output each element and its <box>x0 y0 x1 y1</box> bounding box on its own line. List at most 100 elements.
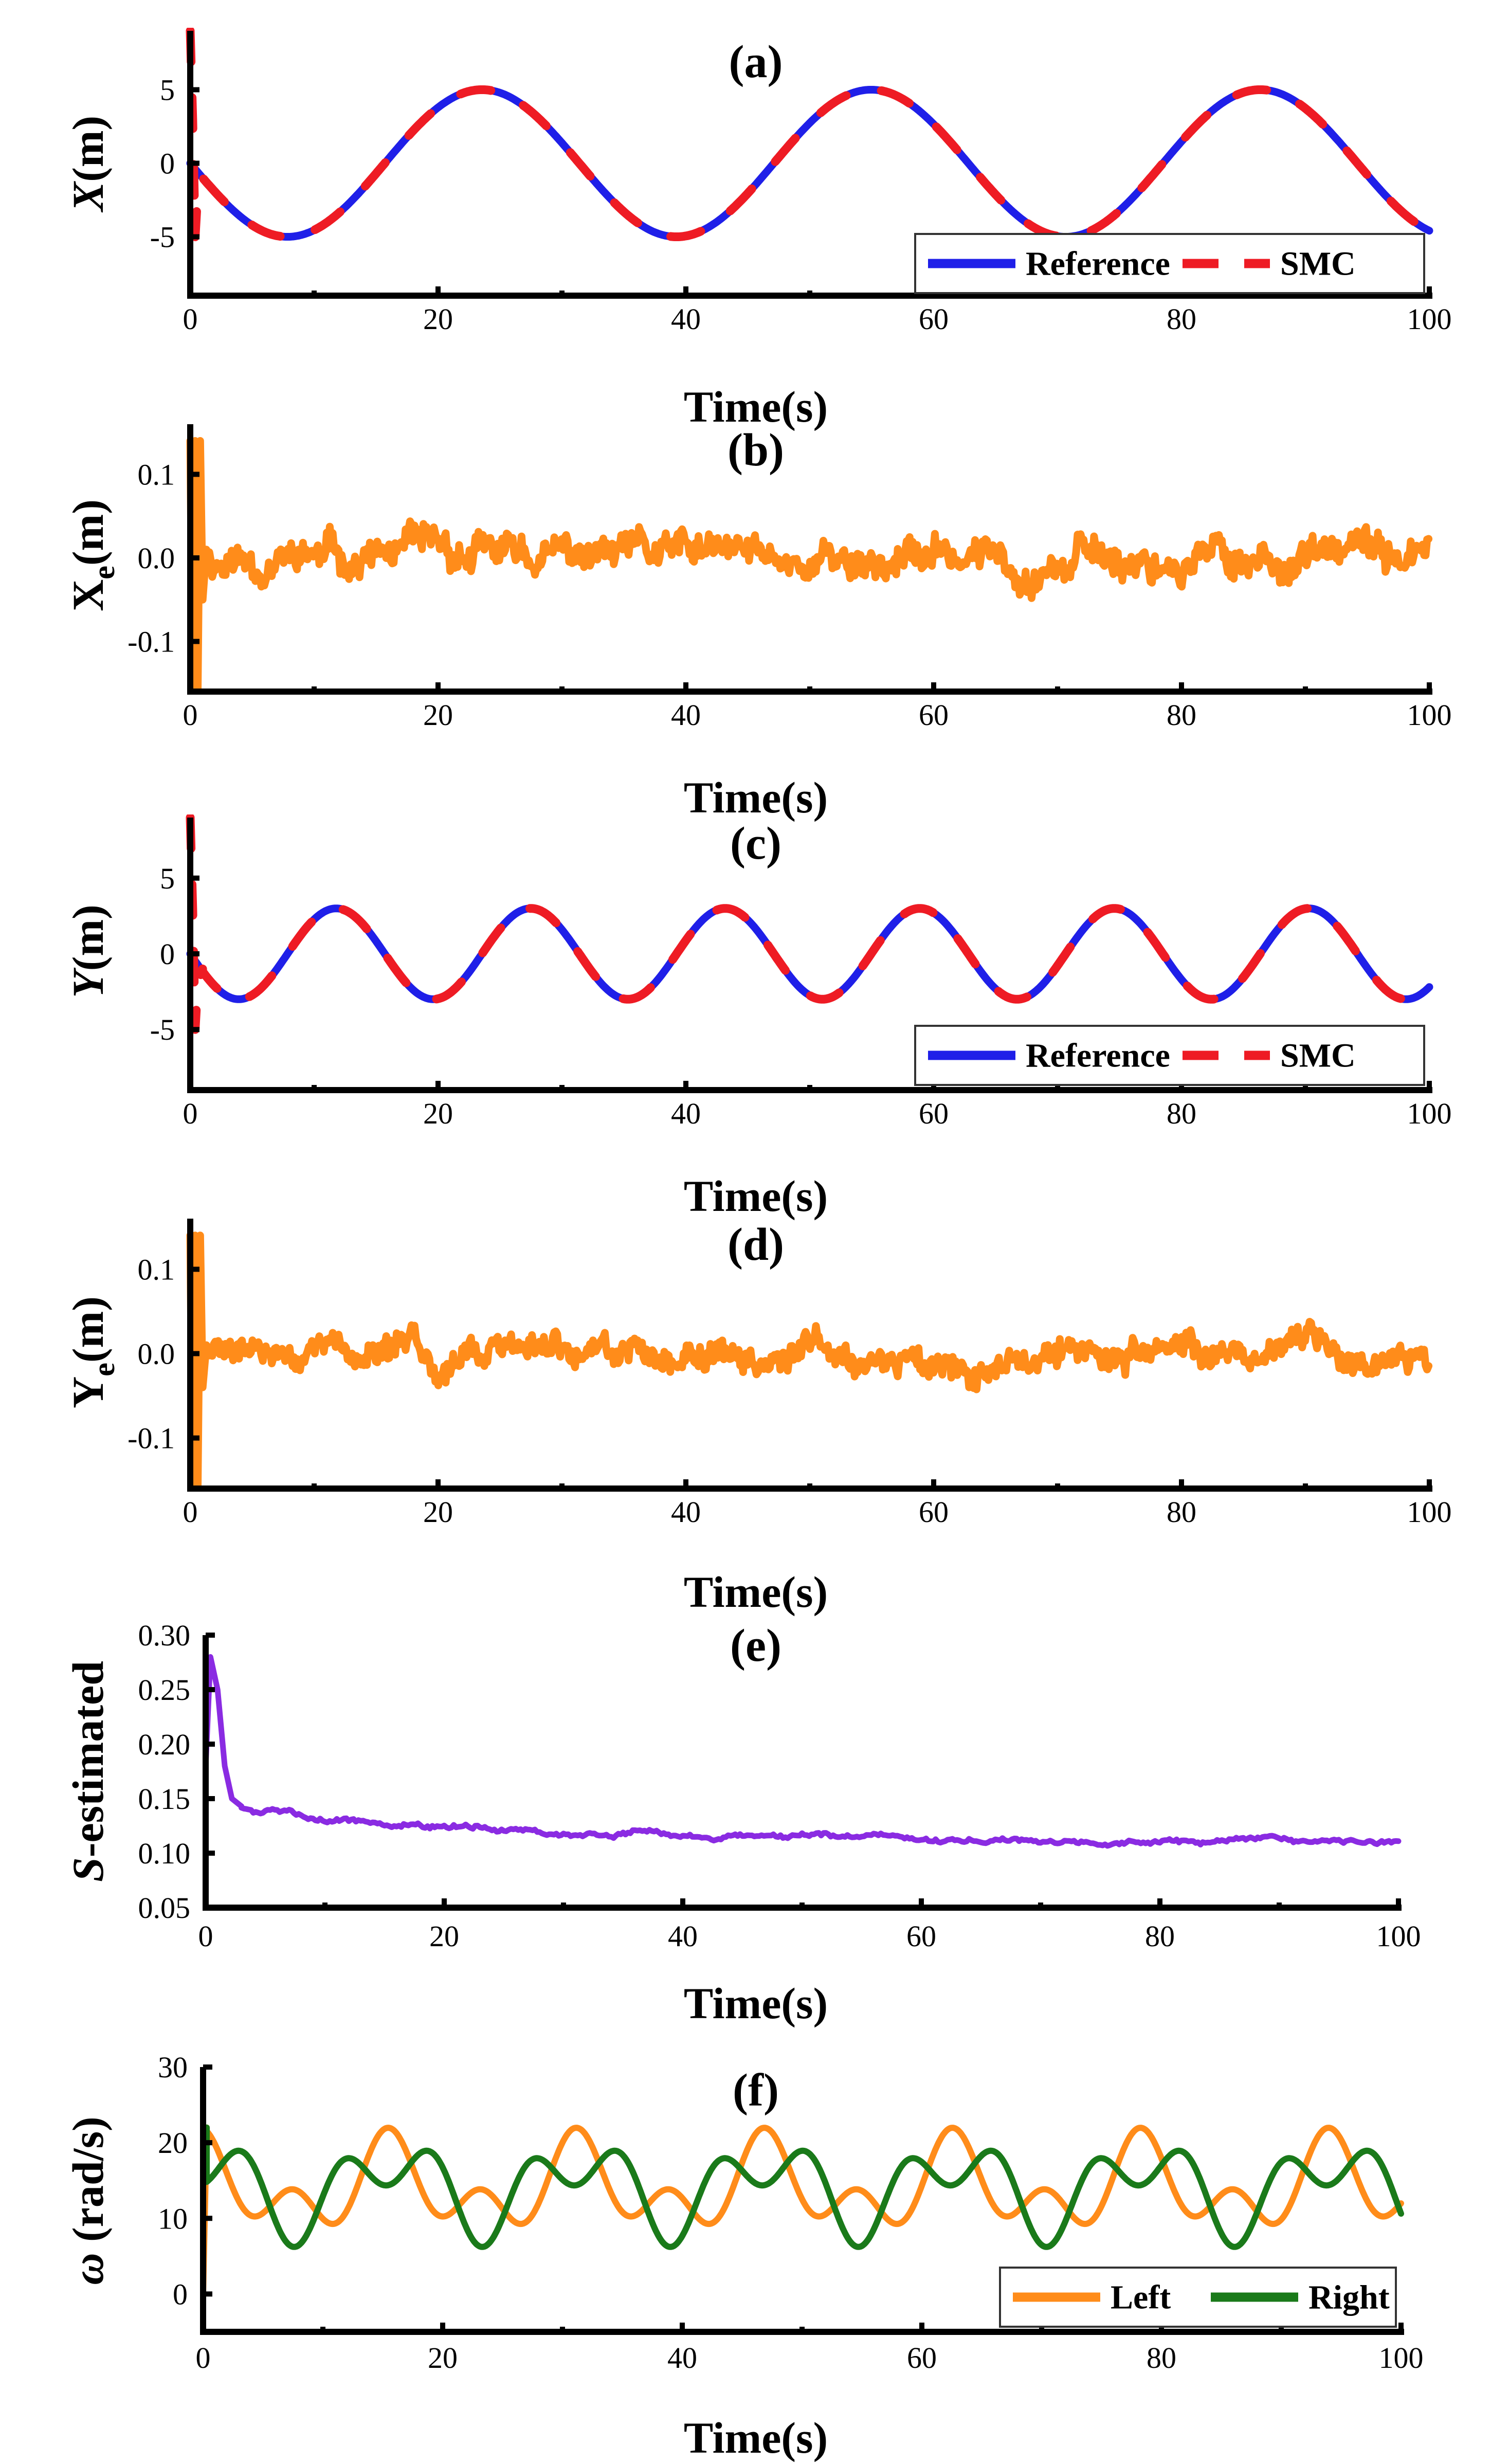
legend-f: Left Right <box>999 2267 1397 2328</box>
x-tick-label-c: 40 <box>671 1097 701 1130</box>
legend-label-c-reference: Reference <box>1026 1037 1170 1075</box>
x-axis-title-f: Time(s) <box>684 2413 828 2462</box>
x-tick-label-d: 0 <box>183 1495 198 1529</box>
y-tick-label-a: 0 <box>160 147 175 180</box>
y-tick-label-e: 0.10 <box>138 1837 191 1870</box>
y-tick-label-e: 0.15 <box>138 1782 191 1816</box>
y-axis-title-d: Ye(m) <box>63 1296 121 1408</box>
x-tick-label-b: 0 <box>183 698 198 732</box>
y-axis-title-f: ω (rad/s) <box>63 2116 113 2285</box>
series-line-c-reference <box>186 904 1433 1003</box>
x-axis-title-b: Time(s) <box>684 773 828 822</box>
y-tick-label-d: 0.1 <box>138 1253 175 1286</box>
y-tick-label-d: -0.1 <box>128 1422 175 1455</box>
series-line-e-s-estimated <box>203 1654 1402 1849</box>
x-tick-label-f: 100 <box>1379 2341 1424 2375</box>
chart-panel-c: 0 20 40 60 80 100 -5 0 5 (c) Time(s) Y(m) Reference S… <box>63 814 1452 1221</box>
panel-label-c: (c) <box>730 818 781 869</box>
x-tick-label-c: 80 <box>1167 1097 1196 1130</box>
y-axis-title-unit-c: (m) <box>63 904 113 971</box>
legend-label-f-right: Right <box>1308 2279 1390 2316</box>
y-axis-title-unit-d: (m) <box>63 1296 113 1363</box>
x-tick-label-d: 100 <box>1407 1495 1452 1529</box>
x-tick-label-b: 100 <box>1407 698 1452 732</box>
y-tick-label-e: 0.05 <box>138 1891 191 1925</box>
y-tick-label-e: 0.20 <box>138 1728 191 1761</box>
x-tick-label-c: 0 <box>183 1097 198 1130</box>
legend-label-a-smc: SMC <box>1280 245 1356 283</box>
y-tick-label-f: 20 <box>158 2126 188 2160</box>
x-tick-label-f: 40 <box>667 2341 697 2375</box>
legend-a: Reference SMC <box>914 233 1425 294</box>
y-axis-title-unit-a: (m) <box>63 116 113 182</box>
x-tick-label-c: 20 <box>423 1097 453 1130</box>
x-tick-label-e: 40 <box>668 1919 698 1953</box>
y-tick-label-f: 10 <box>158 2202 188 2235</box>
x-tick-label-f: 80 <box>1147 2341 1176 2375</box>
y-tick-label-b: -0.1 <box>128 625 175 659</box>
panel-label-d: (d) <box>728 1219 784 1270</box>
x-tick-label-a: 60 <box>919 302 949 336</box>
chart-panel-a: 0 20 40 60 80 100 -5 0 5 (a) Time(s) X(m) Reference S… <box>63 28 1452 431</box>
chart-panel-f: 0 20 40 60 80 100 0 10 20 30 (f) Time(s) ω (rad/s) Le… <box>63 2051 1424 2462</box>
x-tick-label-b: 20 <box>423 698 453 732</box>
y-axis-title-a: X(m) <box>63 116 113 213</box>
x-tick-label-b: 80 <box>1167 698 1196 732</box>
x-axis-title-a: Time(s) <box>684 382 828 431</box>
x-tick-label-a: 0 <box>183 302 198 336</box>
x-tick-label-a: 20 <box>423 302 453 336</box>
x-tick-label-e: 20 <box>429 1919 459 1953</box>
x-tick-label-e: 0 <box>198 1919 213 1953</box>
series-line-d-ye <box>186 1231 1433 1492</box>
y-tick-label-f: 0 <box>173 2277 188 2311</box>
x-tick-label-f: 0 <box>196 2341 211 2375</box>
panel-label-e: (e) <box>730 1620 781 1671</box>
chart-panel-e: 0 20 40 60 80 100 0.05 0.10 0.15 0.20 0.25 0.30 (e) T… <box>63 1619 1421 2028</box>
y-axis-title-symbol-c: Y <box>63 967 113 998</box>
x-tick-label-d: 20 <box>423 1495 453 1529</box>
x-tick-label-f: 60 <box>907 2341 937 2375</box>
x-tick-label-c: 60 <box>919 1097 949 1130</box>
y-tick-label-b: 0.1 <box>138 458 175 492</box>
panel-label-f: (f) <box>733 2065 779 2116</box>
series-line-c-smc <box>186 814 1434 1034</box>
panel-label-a: (a) <box>729 37 783 87</box>
x-tick-label-f: 20 <box>428 2341 458 2375</box>
y-axis-title-e: S-estimated <box>63 1661 113 1882</box>
panel-label-b: (b) <box>728 425 784 476</box>
series-line-a-smc <box>186 28 1434 242</box>
x-tick-label-d: 80 <box>1167 1495 1196 1529</box>
legend-label-f-left: Left <box>1111 2279 1171 2316</box>
x-tick-label-b: 60 <box>919 698 949 732</box>
series-line-f-left <box>200 2124 1404 2297</box>
y-axis-title-symbol-b: X <box>63 579 113 611</box>
y-axis-title-unit-e: -estimated <box>63 1661 113 1857</box>
y-axis-title-c: Y(m) <box>63 904 113 998</box>
chart-panel-d: 0 20 40 60 80 100 -0.1 0.0 0.1 (d) Time(s) Ye(m) <box>63 1219 1452 1617</box>
legend-c: Reference SMC <box>914 1025 1425 1086</box>
x-tick-label-a: 100 <box>1407 302 1452 336</box>
y-axis-title-subscript-d: e <box>87 1363 121 1376</box>
y-axis-title-symbol-e: S <box>63 1857 113 1882</box>
x-tick-label-a: 80 <box>1167 302 1196 336</box>
series-line-f-right <box>200 2124 1404 2250</box>
y-axis-title-subscript-b: e <box>87 566 121 579</box>
y-axis-title-b: Xe(m) <box>63 499 121 611</box>
y-tick-label-c: -5 <box>150 1013 175 1046</box>
y-axis-title-symbol-a: X <box>63 180 113 213</box>
x-tick-label-e: 100 <box>1376 1919 1421 1953</box>
y-tick-label-e: 0.25 <box>138 1673 191 1707</box>
x-tick-label-e: 60 <box>906 1919 936 1953</box>
y-tick-label-a: -5 <box>150 221 175 254</box>
x-tick-label-e: 80 <box>1145 1919 1175 1953</box>
series-line-b-xe <box>186 437 1433 695</box>
x-tick-label-d: 40 <box>671 1495 701 1529</box>
legend-label-a-reference: Reference <box>1026 245 1170 283</box>
y-tick-label-d: 0.0 <box>138 1337 175 1371</box>
y-axis-title-symbol-d: Y <box>63 1376 113 1408</box>
y-axis-title-unit-b: (m) <box>63 499 113 566</box>
chart-panel-b: 0 20 40 60 80 100 -0.1 0.0 0.1 (b) Time(s) Xe(m) <box>63 424 1452 822</box>
x-axis-title-e: Time(s) <box>684 1979 828 2028</box>
x-axis-title-d: Time(s) <box>684 1567 828 1617</box>
